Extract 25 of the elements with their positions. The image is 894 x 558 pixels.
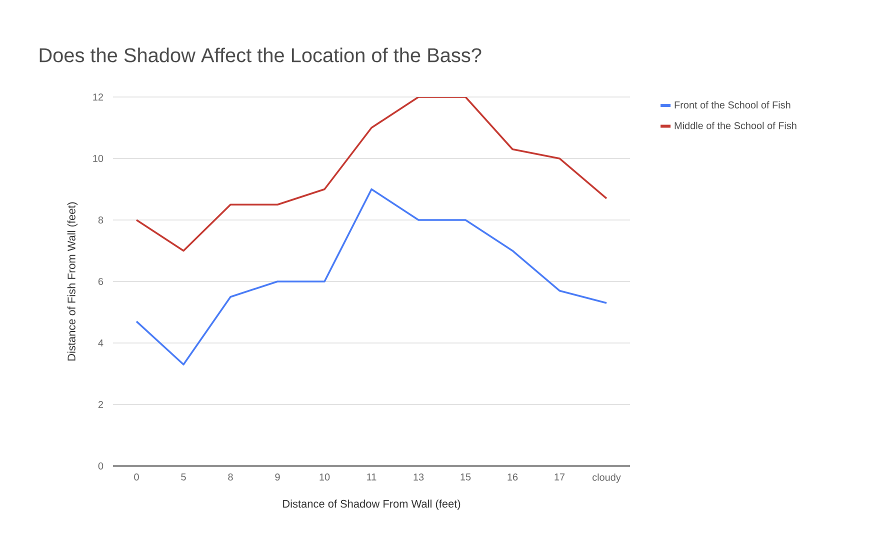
y-tick-label: 6 <box>98 278 104 286</box>
x-tick-label: 8 <box>228 474 233 481</box>
x-tick-label: 11 <box>367 474 376 480</box>
x-tick-label: 10 <box>320 474 330 481</box>
chart-title: Does the Shadow Affect the Location of the Bass? <box>40 48 482 62</box>
x-tick-label: 17 <box>554 474 565 480</box>
x-tick-label: 5 <box>181 474 186 480</box>
x-tick-label: 15 <box>460 474 471 480</box>
x-tick-label: 16 <box>508 474 518 481</box>
x-axis-title: Distance of Shadow From Wall (feet) <box>283 500 460 510</box>
line-series <box>136 188 608 366</box>
y-tick-label: 8 <box>98 216 104 224</box>
legend-label: Front of the School of Fish <box>674 101 790 108</box>
line-series <box>136 96 608 252</box>
y-axis-title: Distance of Fish From Wall (feet) <box>67 202 78 360</box>
y-tick-label: 12 <box>93 94 103 100</box>
y-tick-label: 4 <box>98 340 104 346</box>
y-tick-label: 10 <box>93 154 104 162</box>
x-tick-label: cloudy <box>592 474 621 483</box>
y-tick-label: 0 <box>98 462 104 470</box>
x-tick-label: 13 <box>414 474 424 481</box>
legend-label: Middle of the School of Fish <box>674 122 796 130</box>
x-tick-label: 0 <box>134 474 139 481</box>
y-tick-label: 2 <box>98 401 103 408</box>
x-tick-label: 9 <box>275 474 280 481</box>
